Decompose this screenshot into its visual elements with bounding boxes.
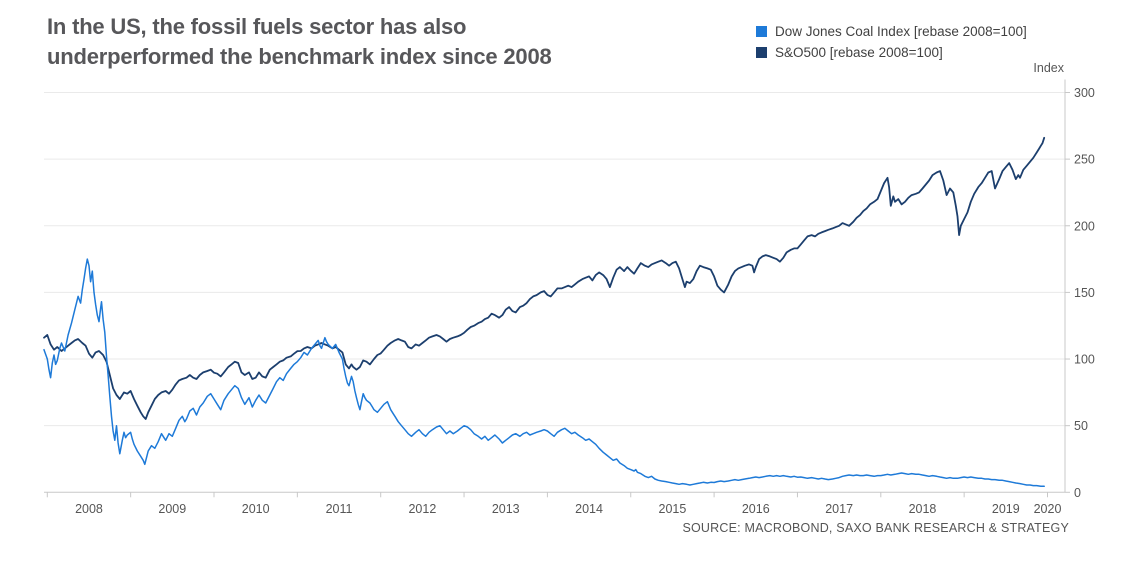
- x-axis-tick-label: 2017: [825, 502, 853, 516]
- y-axis-tick-label: 250: [1074, 153, 1095, 167]
- x-axis-tick-label: 2013: [492, 502, 520, 516]
- y-axis-title: Index: [1033, 61, 1064, 75]
- legend-label-sp500: S&O500 [rebase 2008=100]: [775, 45, 943, 60]
- y-axis-tick-label: 100: [1074, 353, 1095, 367]
- legend-label-coal: Dow Jones Coal Index [rebase 2008=100]: [775, 24, 1027, 39]
- legend-item-coal: Dow Jones Coal Index [rebase 2008=100]: [756, 21, 1027, 42]
- chart-title: In the US, the fossil fuels sector has a…: [47, 14, 552, 69]
- sp500-line: [43, 136, 1046, 420]
- x-axis-tick-label: 2016: [742, 502, 770, 516]
- x-axis-tick-label: 2011: [326, 502, 353, 516]
- source-attribution: SOURCE: MACROBOND, SAXO BANK RESEARCH & …: [682, 521, 1069, 535]
- y-axis-tick-label: 200: [1074, 219, 1095, 233]
- legend-swatch-coal-icon: [756, 26, 767, 37]
- x-axis-tick-label: 2014: [575, 502, 603, 516]
- x-axis-tick-label: 2012: [408, 502, 436, 516]
- chart-legend: Dow Jones Coal Index [rebase 2008=100] S…: [756, 21, 1027, 63]
- y-axis-tick-label: 0: [1074, 486, 1081, 500]
- x-axis-tick-label: 2010: [242, 502, 270, 516]
- y-axis-tick-label: 300: [1074, 86, 1095, 100]
- legend-item-sp500: S&O500 [rebase 2008=100]: [756, 42, 1027, 63]
- x-axis-tick-label: 2019: [992, 502, 1020, 516]
- x-axis-tick-label: 2015: [659, 502, 687, 516]
- x-axis-tick-label: 2020: [1034, 502, 1062, 516]
- y-axis-tick-label: 150: [1074, 286, 1095, 300]
- x-axis-tick-label: 2008: [75, 502, 103, 516]
- x-axis-tick-label: 2009: [158, 502, 186, 516]
- x-axis-tick-label: 2018: [909, 502, 937, 516]
- coal-line: [43, 258, 1045, 488]
- legend-swatch-sp500-icon: [756, 47, 767, 58]
- y-axis-tick-label: 50: [1074, 419, 1088, 433]
